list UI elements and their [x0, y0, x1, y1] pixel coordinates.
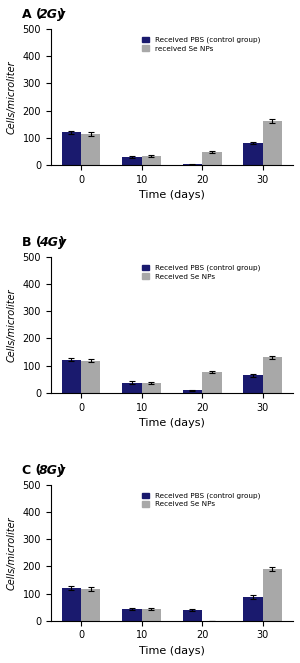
- Bar: [243, 375, 263, 393]
- X-axis label: Time (days): Time (days): [139, 646, 205, 656]
- Bar: [122, 157, 142, 165]
- Text: ): ): [59, 236, 65, 249]
- Bar: [263, 569, 282, 621]
- Text: ): ): [59, 8, 65, 21]
- Bar: [81, 134, 100, 165]
- Bar: [62, 588, 81, 621]
- Bar: [122, 609, 142, 621]
- Bar: [142, 156, 161, 165]
- Text: ): ): [59, 463, 65, 477]
- Bar: [263, 357, 282, 393]
- Bar: [81, 361, 100, 393]
- Text: 4Gy: 4Gy: [39, 236, 66, 249]
- Bar: [263, 121, 282, 165]
- Text: A (: A (: [22, 8, 41, 21]
- Legend: Received PBS (control group), Received Se NPs: Received PBS (control group), Received S…: [140, 263, 262, 281]
- Bar: [142, 609, 161, 621]
- Bar: [183, 390, 202, 393]
- Legend: Received PBS (control group), Received Se NPs: Received PBS (control group), Received S…: [140, 491, 262, 509]
- Bar: [202, 152, 221, 165]
- Y-axis label: Cells/microliter: Cells/microliter: [7, 288, 17, 362]
- Bar: [243, 597, 263, 621]
- Bar: [62, 359, 81, 393]
- Bar: [62, 132, 81, 165]
- X-axis label: Time (days): Time (days): [139, 418, 205, 428]
- Text: 2Gy: 2Gy: [39, 8, 66, 21]
- Bar: [183, 610, 202, 621]
- Y-axis label: Cells/microliter: Cells/microliter: [7, 516, 17, 589]
- Text: 8Gy: 8Gy: [39, 463, 66, 477]
- X-axis label: Time (days): Time (days): [139, 190, 205, 200]
- Text: C (: C (: [22, 463, 41, 477]
- Legend: Received PBS (control group), received Se NPs: Received PBS (control group), received S…: [140, 35, 262, 53]
- Bar: [81, 589, 100, 621]
- Bar: [243, 143, 263, 165]
- Y-axis label: Cells/microliter: Cells/microliter: [7, 60, 17, 134]
- Text: B (: B (: [22, 236, 41, 249]
- Bar: [122, 383, 142, 393]
- Bar: [202, 372, 221, 393]
- Bar: [142, 383, 161, 393]
